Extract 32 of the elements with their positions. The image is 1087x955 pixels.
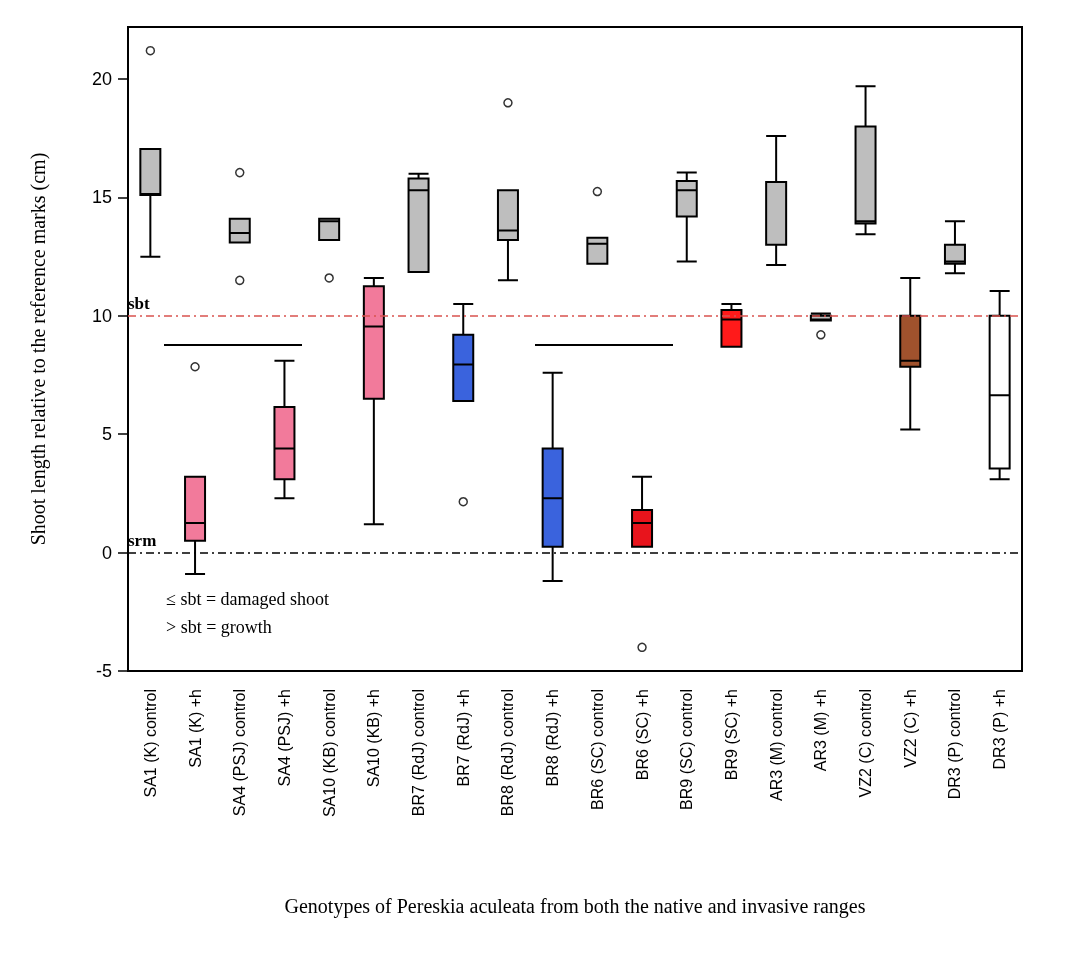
x-tick-label: AR3 (M) control <box>767 689 785 802</box>
x-tick-label: BR9 (SC) +h <box>722 689 740 781</box>
annotation: > sbt = growth <box>166 617 272 637</box>
x-tick-label: BR6 (SC) control <box>588 689 606 810</box>
x-tick-label: SA10 (KB) +h <box>365 689 383 788</box>
y-tick-label: 20 <box>91 69 112 90</box>
y-tick-label: 15 <box>91 187 112 208</box>
x-tick-label: SA10 (KB) control <box>320 689 338 818</box>
x-tick-label: AR3 (M) +h <box>812 689 830 772</box>
annotation: ≤ sbt = damaged shoot <box>166 589 330 609</box>
y-tick-label: 0 <box>101 542 112 563</box>
x-tick-label: SA4 (PSJ) +h <box>275 689 293 787</box>
x-tick-label: DR3 (P) +h <box>991 689 1009 770</box>
y-axis-title: Shoot length relative to the reference marks (cm) <box>27 152 50 546</box>
x-axis-title: Genotypes of Pereskia aculeata from both the native and invasive ranges <box>284 895 866 918</box>
x-tick-label: SA1 (K) control <box>141 689 159 798</box>
x-tick-label: BR7 (RdJ) control <box>410 689 428 817</box>
ref-line-label: srm <box>128 530 157 550</box>
y-tick-label: 10 <box>91 305 112 326</box>
y-tick-label: 5 <box>101 424 112 445</box>
x-tick-label: BR9 (SC) control <box>678 689 696 810</box>
x-tick-label: BR8 (RdJ) control <box>499 689 517 817</box>
y-tick-label: -5 <box>95 661 112 681</box>
x-tick-label: BR8 (RdJ) +h <box>544 689 562 787</box>
x-tick-label: VZ2 (C) control <box>857 689 875 798</box>
x-tick-label: DR3 (P) control <box>946 689 964 800</box>
x-tick-label: BR6 (SC) +h <box>633 689 651 781</box>
ref-line-label: sbt <box>128 293 151 313</box>
x-tick-label: SA1 (K) +h <box>186 689 204 768</box>
x-tick-label: BR7 (RdJ) +h <box>454 689 472 787</box>
x-tick-label: SA4 (PSJ) control <box>231 689 249 817</box>
x-tick-label: VZ2 (C) +h <box>901 689 919 768</box>
